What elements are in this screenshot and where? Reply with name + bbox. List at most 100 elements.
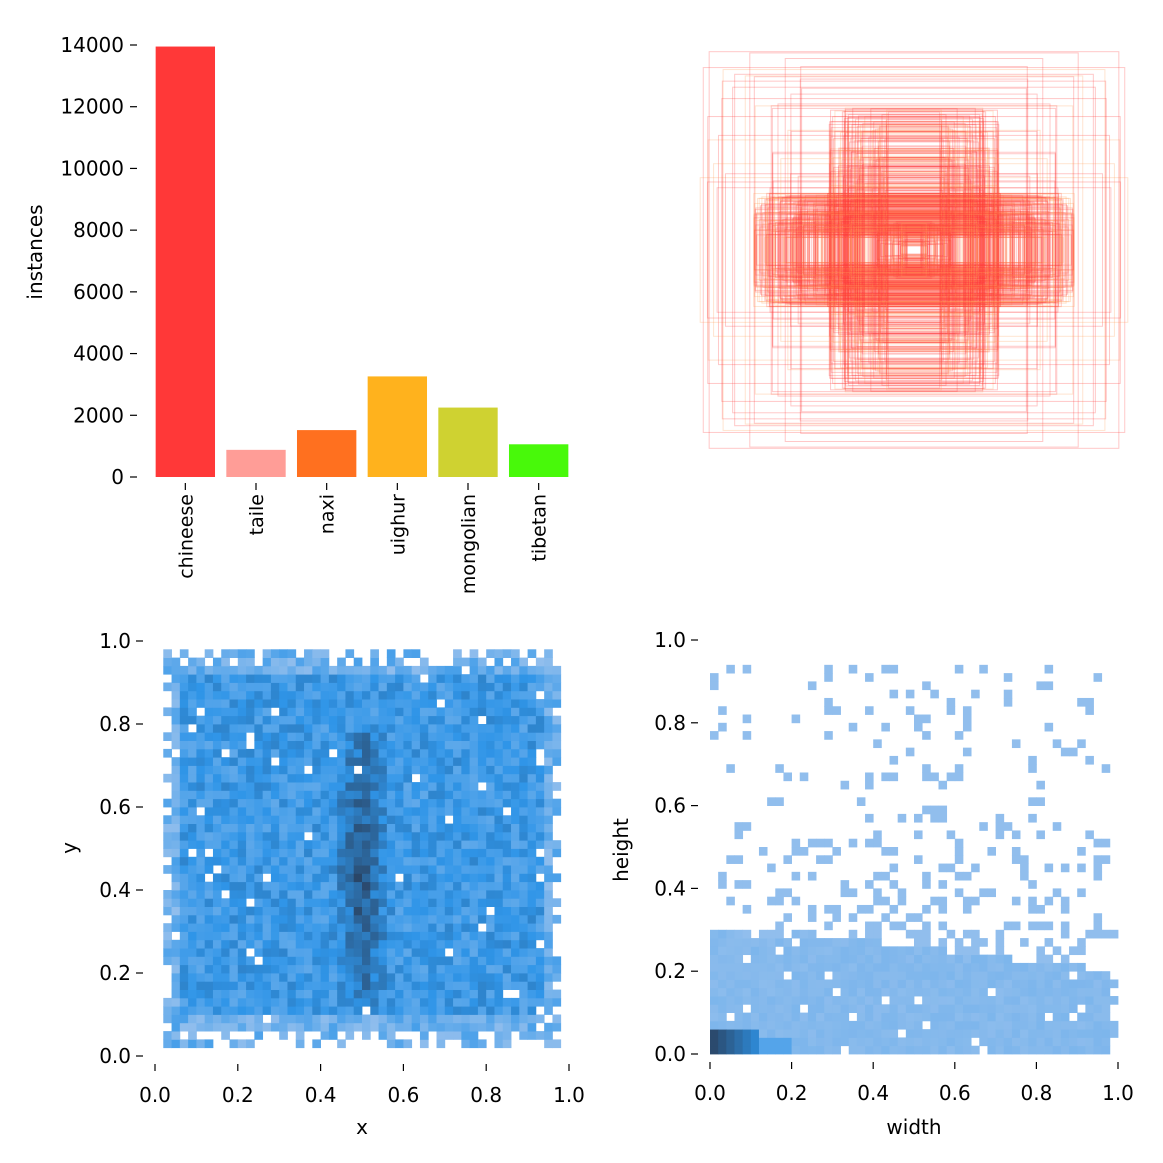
xy-cell: [320, 740, 330, 750]
xy-cell: [552, 956, 562, 966]
wh-cell: [718, 996, 727, 1005]
xy-x-tick-label: 0.2: [222, 1083, 254, 1107]
wh-cell: [775, 938, 784, 947]
xy-cell: [279, 989, 288, 999]
xy-cell: [345, 898, 355, 907]
wh-cell: [873, 929, 882, 939]
xy-cell: [386, 881, 396, 891]
xy-cell: [171, 815, 181, 824]
xy-cell: [494, 740, 504, 750]
xy-cell: [328, 890, 338, 899]
wh-cell: [946, 996, 956, 1005]
xy-cell: [502, 865, 512, 874]
xy-cell: [486, 1014, 495, 1024]
xy-cell: [353, 1006, 363, 1015]
xy-cell: [295, 931, 305, 941]
wh-cell: [824, 1029, 833, 1038]
wh-cell: [791, 1029, 801, 1038]
xy-cell: [337, 765, 346, 775]
wh-cell: [865, 1045, 874, 1055]
xy-cell: [477, 699, 487, 708]
xy-cell: [544, 923, 553, 932]
box-outline: [765, 234, 1063, 266]
xy-cell: [419, 873, 429, 883]
wh-cell: [987, 979, 996, 989]
xy-cell: [328, 981, 338, 990]
wh-cell: [971, 1012, 980, 1022]
xy-cell: [362, 674, 371, 683]
wh-cell: [799, 954, 809, 964]
box-outline: [851, 214, 977, 286]
wh-cell: [889, 996, 899, 1005]
xy-cell: [436, 981, 446, 990]
xy-cell: [196, 890, 206, 899]
xy-cell: [171, 757, 181, 766]
xy-cell: [204, 715, 214, 725]
box-outline: [906, 232, 922, 268]
box-outline: [834, 168, 994, 332]
wh-cell: [914, 1045, 923, 1055]
box-outline: [902, 231, 926, 269]
xy-cell: [386, 682, 396, 692]
xy-cell: [419, 1031, 429, 1040]
xy-cell: [262, 732, 272, 741]
xy-cell: [279, 881, 288, 891]
wh-cell: [914, 929, 923, 939]
box-outline: [843, 225, 985, 275]
xy-cell: [353, 890, 363, 899]
xy-cell: [544, 699, 553, 708]
wh-cell: [922, 946, 931, 956]
xy-cell: [279, 674, 288, 683]
wh-cell: [873, 971, 882, 980]
xy-histogram: 0.0 0.2 0.4 0.6 0.8 1.00.00.20.40.60.81.0 x y: [57, 629, 585, 1139]
wh-cell: [881, 1004, 890, 1013]
wh-cell: [758, 962, 768, 972]
xy-cell: [436, 906, 446, 916]
box-outline: [853, 234, 975, 266]
wh-cell: [848, 1020, 858, 1030]
xy-cell: [511, 682, 520, 692]
wh-cell: [1060, 987, 1070, 997]
xy-cell: [287, 964, 297, 974]
xy-cell: [419, 690, 429, 700]
wh-cell: [734, 1012, 744, 1022]
wh-cell: [873, 871, 882, 881]
xy-cell: [428, 790, 437, 800]
box-outline: [785, 236, 1043, 264]
wh-cell: [726, 929, 735, 939]
box-outline: [770, 105, 1058, 395]
wh-cell: [873, 962, 882, 972]
xy-cell: [502, 881, 512, 891]
wh-cell: [873, 1029, 882, 1038]
wh-cell: [905, 971, 915, 980]
xy-cell: [353, 715, 363, 725]
wh-cell: [881, 962, 890, 972]
wh-cell: [930, 987, 939, 997]
xy-cell: [544, 873, 553, 883]
xy-cell: [403, 649, 413, 658]
wh-cell: [758, 946, 768, 956]
xy-cell: [453, 732, 462, 741]
xy-cell: [312, 724, 321, 733]
wh-cell: [1085, 1037, 1094, 1047]
wh-cell: [1069, 1020, 1078, 1030]
xy-cell: [246, 773, 255, 783]
xy-cell: [494, 665, 504, 675]
xy-cell: [461, 699, 471, 708]
xy-cell: [461, 748, 471, 758]
wh-cell: [734, 1037, 744, 1047]
xy-cell: [419, 740, 429, 750]
xy-cell: [403, 831, 413, 841]
wh-cell: [832, 904, 841, 914]
xy-cell: [345, 699, 355, 708]
wh-cell: [758, 1045, 768, 1055]
wh-cell: [832, 913, 841, 922]
xy-cell: [502, 848, 512, 858]
wh-cell: [922, 904, 931, 914]
xy-cell: [262, 931, 272, 941]
wh-cell: [897, 813, 907, 823]
xy-cell: [370, 773, 379, 783]
wh-cell: [856, 1045, 866, 1055]
xy-cell: [196, 748, 206, 758]
xy-cell: [494, 1006, 504, 1015]
